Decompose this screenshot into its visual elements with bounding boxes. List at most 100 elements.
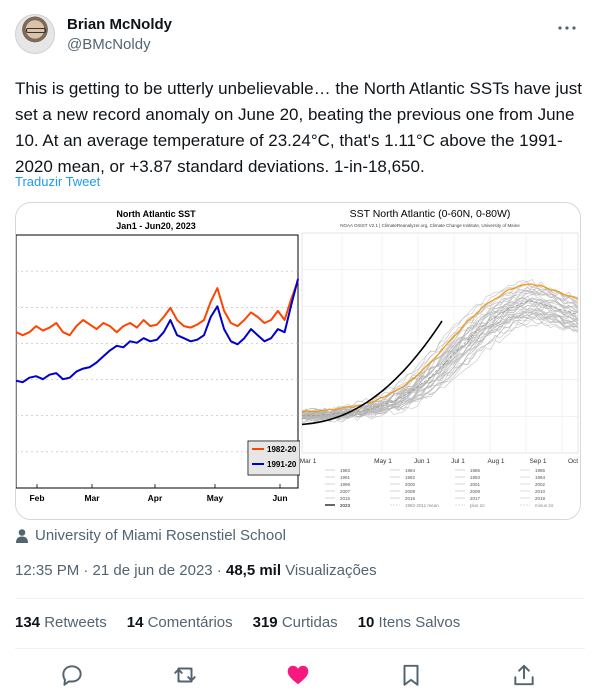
avatar-glasses: [26, 28, 46, 33]
x-tick-label: Oct: [568, 458, 578, 465]
legend-year-label: 1993: [470, 475, 481, 480]
historical-year-line: [301, 312, 579, 422]
media-attachment[interactable]: North Atlantic SST Jan1 - Jun20, 2023 Fe…: [15, 202, 581, 520]
legend-year-label: 2010: [535, 489, 546, 494]
stat-count: 134: [15, 614, 41, 631]
series-line-1982-20: [16, 280, 299, 337]
stat-count: 319: [252, 614, 278, 631]
legend-extra-label: plus 2σ: [470, 503, 485, 508]
stat-count: 14: [126, 614, 144, 631]
chart-north-atlantic-sst[interactable]: North Atlantic SST Jan1 - Jun20, 2023 Fe…: [16, 203, 300, 520]
tweet-timestamp[interactable]: 12:35 PM · 21 de jun de 2023 ·: [15, 562, 226, 579]
stat-count: 10: [357, 614, 375, 631]
stat-label: Comentários: [143, 614, 233, 631]
series-line-1991-20: [16, 278, 299, 384]
legend-year-label: 1999: [340, 482, 351, 487]
x-tick-label: Mar 1: [300, 458, 317, 465]
x-tick-label: Jun: [272, 493, 287, 503]
chart-x-ticks: Feb Mar Apr May Jun: [29, 484, 288, 503]
legend-label-1991: 1991-20: [267, 460, 297, 469]
legend-year-label: 1986: [535, 468, 546, 473]
legend-year-label: 2001: [470, 482, 481, 487]
location-text: University of Miami Rosenstiel School: [35, 527, 286, 544]
historical-year-line: [301, 312, 579, 421]
legend-year-label: 1983: [340, 468, 351, 473]
reply-icon[interactable]: [59, 662, 85, 688]
historical-year-line: [301, 299, 579, 419]
legend-year-label: 2023: [340, 503, 351, 508]
legend-year-label: 2002: [535, 482, 546, 487]
historical-year-line: [301, 319, 579, 424]
x-tick-label: May: [207, 493, 224, 503]
stat-label: Retweets: [40, 614, 107, 631]
chart-series: [16, 278, 299, 384]
views-count: 48,5 mil: [225, 562, 282, 579]
legend-year-label: 1992: [405, 475, 416, 480]
historical-year-line: [301, 305, 579, 419]
legend-year-label: 2018: [535, 496, 546, 501]
views-label: Visualizações: [281, 562, 377, 579]
historical-year-line: [301, 284, 579, 415]
x-tick-label: Jun 1: [414, 458, 430, 465]
legend-year-label: 1991: [340, 475, 351, 480]
legend-year-label: 2000: [405, 482, 416, 487]
chart-title: SST North Atlantic (0-60N, 0-80W): [350, 208, 511, 220]
more-options-icon[interactable]: [555, 16, 579, 40]
chart-subtitle: Jan1 - Jun20, 2023: [116, 221, 196, 231]
x-tick-label: Sep 1: [530, 458, 547, 465]
avatar[interactable]: [15, 14, 55, 54]
bookmark-icon[interactable]: [398, 662, 424, 688]
share-icon[interactable]: [511, 662, 537, 688]
legend-year-label: 1985: [470, 468, 481, 473]
chart-legend: 1982-20 1991-20: [247, 440, 300, 476]
chart-x-ticks: Mar 1 May 1 Jun 1 Jul 1 Aug 1 Sep 1 Oct: [300, 458, 578, 465]
stat-bookmarks[interactable]: 10 Itens Salvos: [358, 614, 461, 631]
author-name[interactable]: Brian McNoldy: [67, 16, 173, 33]
x-tick-label: Aug 1: [488, 458, 505, 465]
tweet-text: This is getting to be utterly unbelievab…: [15, 79, 582, 176]
tweet-actions: [0, 662, 600, 688]
x-tick-label: Mar: [84, 493, 100, 503]
series-line-2023: [301, 320, 443, 426]
legend-year-label: 2017: [470, 496, 481, 501]
divider: [15, 598, 585, 599]
legend-extra-label: 1982-2011 mean: [405, 503, 439, 508]
chart-legend: 1983 1984 1985 1986 1991 1992 1993 1994 1999 2000…: [325, 468, 554, 508]
historical-year-line: [301, 308, 579, 421]
like-icon[interactable]: [285, 662, 311, 688]
legend-extra-label: minus 2σ: [535, 503, 554, 508]
stat-label: Itens Salvos: [374, 614, 461, 631]
legend-year-label: 2008: [405, 489, 416, 494]
tweet-header: Brian McNoldy @BMcNoldy: [15, 14, 585, 58]
tweet-stats: 134 Retweets 14 Comentários 319 Curtidas…: [15, 614, 460, 631]
legend-year-label: 2015: [340, 496, 351, 501]
series-line-2022: [301, 283, 579, 413]
chart-sst-north-atlantic[interactable]: SST North Atlantic (0-60N, 0-80W) NOAA O…: [300, 203, 581, 520]
chart-highlight-series: [301, 283, 579, 426]
chart-title: North Atlantic SST: [116, 209, 196, 219]
stat-comments[interactable]: 14 Comentários: [127, 614, 233, 631]
author-handle[interactable]: @BMcNoldy: [67, 36, 151, 53]
stat-retweets[interactable]: 134 Retweets: [15, 614, 107, 631]
stat-likes[interactable]: 319 Curtidas: [253, 614, 338, 631]
legend-year-label: 2016: [405, 496, 416, 501]
location[interactable]: University of Miami Rosenstiel School: [15, 527, 286, 544]
x-tick-label: Jul 1: [451, 458, 465, 465]
x-tick-label: Feb: [29, 493, 44, 503]
legend-year-label: 1994: [535, 475, 546, 480]
legend-year-label: 1984: [405, 468, 416, 473]
legend-year-label: 2007: [340, 489, 351, 494]
divider: [15, 648, 585, 649]
tweet-meta: 12:35 PM · 21 de jun de 2023 · 48,5 mil …: [15, 562, 377, 579]
stat-label: Curtidas: [277, 614, 338, 631]
legend-label-1982: 1982-20: [267, 445, 297, 454]
retweet-icon[interactable]: [172, 662, 198, 688]
historical-year-line: [301, 317, 579, 422]
translate-tweet-link[interactable]: Traduzir Tweet: [15, 174, 101, 189]
x-tick-label: May 1: [374, 458, 392, 465]
historical-year-line: [301, 281, 579, 413]
x-tick-label: Apr: [148, 493, 163, 503]
location-icon: [16, 528, 28, 543]
legend-year-label: 2009: [470, 489, 481, 494]
chart-subtitle: NOAA OISST V2.1 | ClimateReanalyzer.org,…: [340, 223, 520, 228]
